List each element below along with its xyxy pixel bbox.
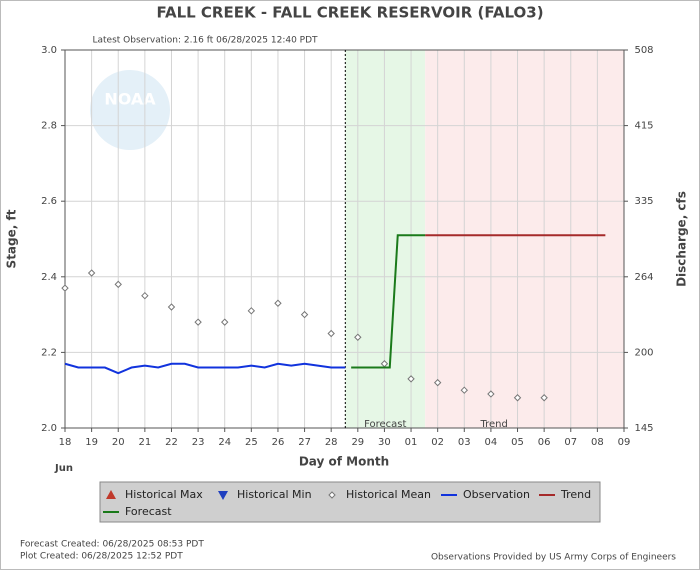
plot-border [64, 49, 625, 429]
mean-point [354, 333, 362, 341]
y2-tick-label: 335 [634, 196, 653, 207]
y2-tick-label: 200 [634, 347, 653, 358]
y-tick-label: 2.0 [41, 423, 57, 434]
x-tick-label: 20 [112, 437, 125, 448]
series-line [351, 234, 426, 369]
credit: Observations Provided by US Army Corps o… [431, 553, 676, 563]
y2-tick-label: 415 [634, 121, 653, 132]
mean-point [487, 390, 495, 398]
y-axis-label: Stage, ft [5, 209, 19, 268]
x-tick-label: 24 [218, 437, 231, 448]
x-tick-label: 01 [405, 437, 418, 448]
legend-label: Trend [560, 488, 591, 501]
y-tick-label: 3.0 [41, 45, 57, 56]
legend-swatch [106, 490, 116, 499]
x-tick-label: 23 [192, 437, 205, 448]
y2-tick-label: 508 [634, 45, 653, 56]
month-label: Jun [54, 463, 73, 474]
y-tick-label: 2.4 [41, 272, 57, 283]
forecast-created: Forecast Created: 06/28/2025 08:53 PDT [20, 540, 204, 550]
x-tick-label: 02 [431, 437, 444, 448]
mean-point [221, 318, 229, 326]
legend [99, 481, 601, 523]
series-line [64, 362, 346, 375]
x-tick-label: 18 [59, 437, 72, 448]
mean-point [87, 269, 96, 277]
legend-swatch [218, 491, 228, 500]
x-tick-label: 07 [564, 437, 577, 448]
y2-tick-label: 264 [634, 272, 653, 283]
legend-label: Forecast [125, 505, 172, 518]
forecast-region [345, 50, 426, 428]
annotation: Forecast [364, 419, 406, 430]
legend-label: Historical Min [237, 488, 312, 501]
x-tick-label: 26 [272, 437, 285, 448]
x-tick-label: 30 [378, 437, 391, 448]
subtitle: Latest Observation: 2.16 ft 06/28/2025 1… [92, 36, 318, 46]
annotation: Trend [479, 419, 507, 430]
plot-created: Plot Created: 06/28/2025 12:52 PDT [20, 552, 183, 562]
y-tick-label: 2.8 [41, 121, 57, 132]
mean-point [274, 299, 282, 307]
x-tick-label: 04 [485, 437, 498, 448]
trend-region [425, 50, 624, 428]
mean-point [460, 386, 468, 394]
watermark: NOAA [104, 90, 156, 109]
y2-tick-label: 145 [634, 423, 653, 434]
mean-point [141, 291, 149, 300]
x-tick-label: 05 [511, 437, 524, 448]
mean-point [114, 280, 122, 289]
x-tick-label: 21 [138, 437, 151, 448]
chart-title: FALL CREEK - FALL CREEK RESERVOIR (FALO3… [156, 4, 543, 22]
mean-point [327, 329, 335, 338]
mean-point [167, 303, 176, 311]
x-tick-label: 22 [165, 437, 178, 448]
mean-point [247, 307, 256, 315]
y2-axis-label: Discharge, cfs [675, 191, 689, 287]
mean-point [433, 378, 442, 387]
x-tick-label: 08 [591, 437, 604, 448]
logo [90, 70, 170, 150]
x-axis-label: Day of Month [299, 455, 389, 469]
x-tick-label: 19 [85, 437, 98, 448]
mean-point [194, 318, 202, 326]
x-tick-label: 03 [458, 437, 471, 448]
mean-point [513, 394, 522, 402]
legend-label: Observation [463, 488, 530, 501]
legend-label: Historical Mean [346, 488, 431, 501]
mean-point [407, 375, 415, 383]
mean-point [328, 491, 336, 499]
x-tick-label: 06 [538, 437, 551, 448]
mean-point [300, 310, 309, 319]
mean-point [540, 394, 548, 402]
x-tick-label: 25 [245, 437, 258, 448]
x-tick-label: 28 [325, 437, 338, 448]
y-tick-label: 2.2 [41, 347, 57, 358]
y-tick-label: 2.6 [41, 196, 57, 207]
x-tick-label: 09 [618, 437, 631, 448]
mean-point [61, 284, 69, 292]
x-tick-label: 29 [351, 437, 364, 448]
x-tick-label: 27 [298, 437, 311, 448]
legend-label: Historical Max [125, 488, 203, 501]
